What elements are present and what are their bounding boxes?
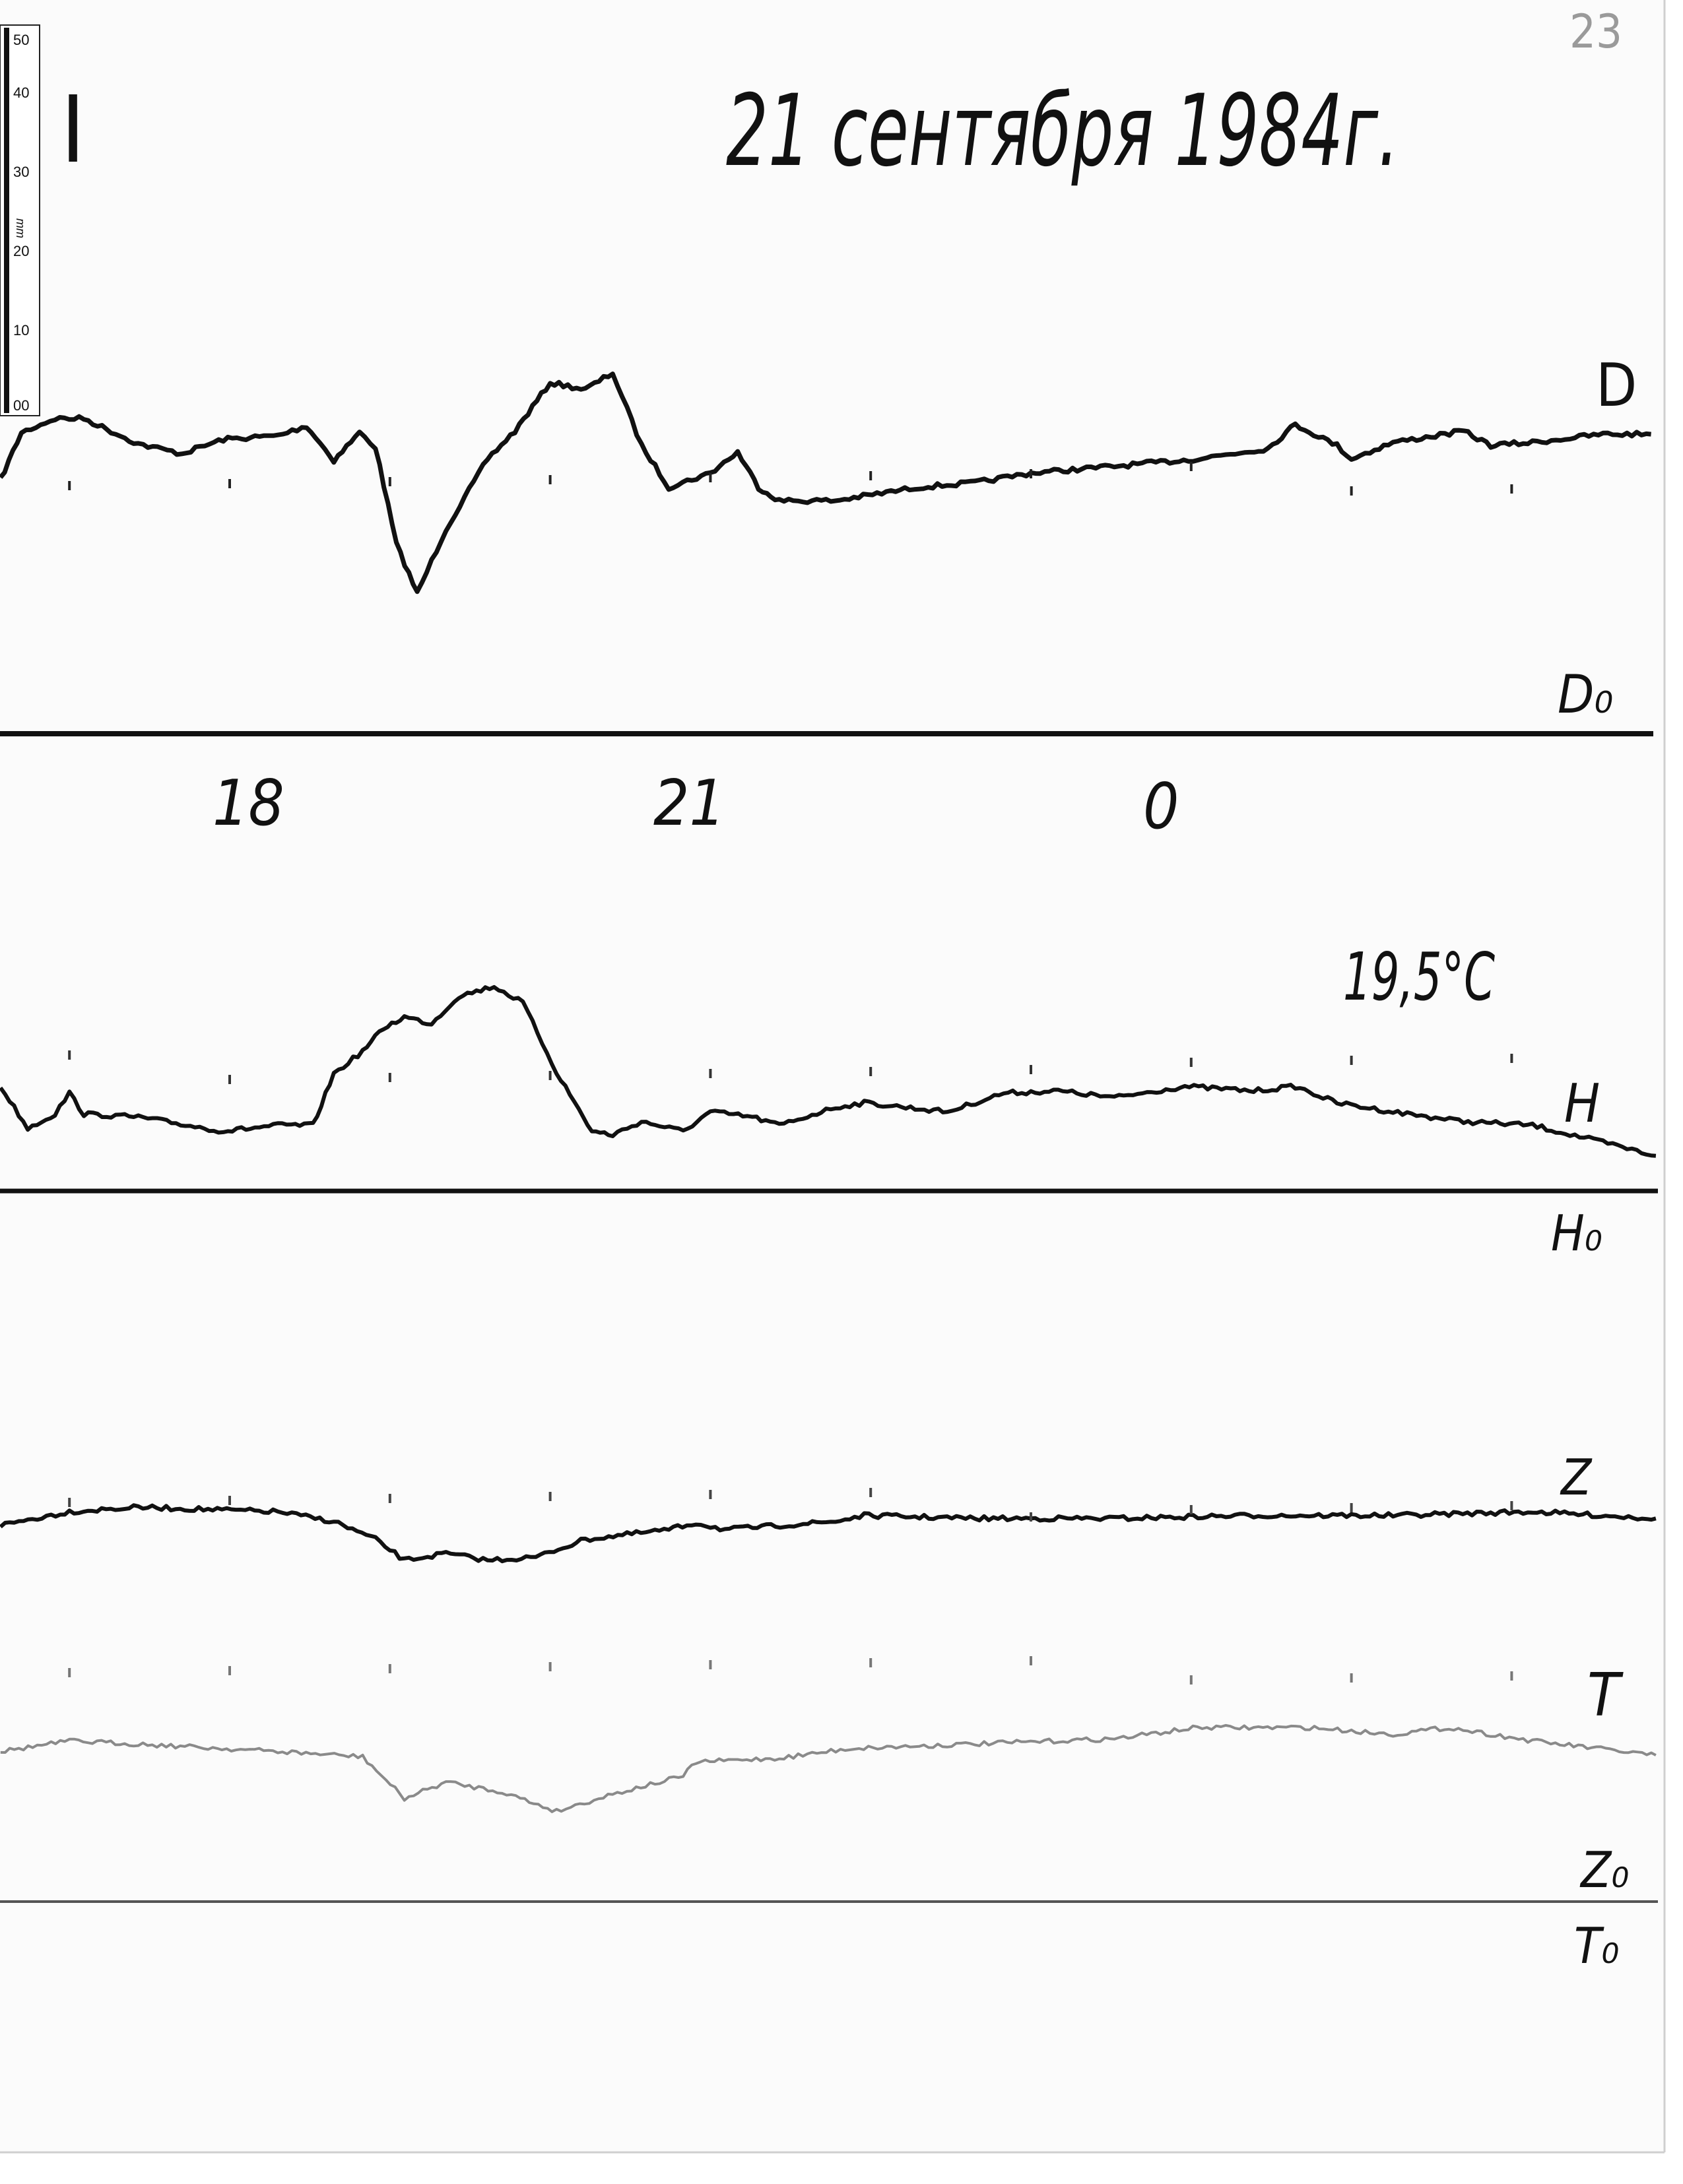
hour-mark — [228, 1666, 231, 1675]
time-label-0: 0 — [1143, 771, 1179, 843]
time-label-18: 18 — [213, 767, 284, 840]
paper — [0, 0, 1665, 2152]
hour-mark — [1189, 1505, 1193, 1514]
hour-mark — [709, 473, 712, 482]
hour-mark — [869, 1067, 873, 1076]
hour-mark — [388, 1494, 391, 1503]
hour-mark — [1030, 1065, 1032, 1074]
page-number: 23 — [1569, 5, 1622, 59]
hour-mark — [68, 1668, 71, 1677]
hour-mark — [1030, 1512, 1032, 1522]
hour-mark — [1350, 486, 1353, 496]
hour-mark — [228, 1075, 231, 1084]
ruler-tick-10: 10 — [13, 322, 29, 338]
trace-H — [0, 984, 1657, 1158]
hour-mark — [388, 477, 391, 486]
ruler-tick-20: 20 — [13, 243, 29, 259]
hour-mark — [1510, 1501, 1513, 1510]
hour-mark — [1189, 462, 1193, 471]
section-mark: I — [61, 77, 85, 184]
hour-mark — [548, 1662, 552, 1671]
ruler-tick-30: 30 — [13, 164, 29, 180]
mm-ruler: 50 40 30 mm 20 10 00 — [0, 24, 40, 416]
hour-mark — [1510, 484, 1513, 494]
hour-mark — [1350, 1673, 1353, 1683]
hour-mark — [68, 1050, 71, 1060]
hour-mark — [869, 1488, 873, 1497]
hour-mark — [228, 1496, 231, 1505]
hour-mark — [1350, 1503, 1353, 1512]
hour-mark — [709, 1069, 712, 1078]
hour-mark — [709, 1490, 712, 1499]
hour-mark — [1030, 1656, 1032, 1665]
hour-mark — [548, 1492, 552, 1501]
hour-marks — [68, 462, 1513, 1685]
temperature-note: 19,5°C — [1343, 938, 1495, 1015]
ruler-unit: mm — [14, 218, 27, 238]
baseline-label-D0: D₀ — [1558, 664, 1613, 725]
hour-mark — [709, 1660, 712, 1669]
hour-mark — [1189, 1675, 1193, 1685]
traces — [0, 371, 1657, 1813]
hour-mark — [228, 479, 231, 488]
hour-mark — [388, 1073, 391, 1082]
hour-mark — [869, 471, 873, 480]
hour-mark — [388, 1664, 391, 1673]
ruler-tick-00: 00 — [13, 397, 29, 414]
baseline-label-H0: H₀ — [1551, 1204, 1602, 1262]
hour-mark — [1510, 1671, 1513, 1681]
hour-mark — [68, 1498, 71, 1507]
baseline-label-T0: T₀ — [1574, 1917, 1619, 1975]
trace-label-H: H — [1564, 1073, 1600, 1134]
trace-label-Z: Z — [1560, 1448, 1593, 1506]
ruler-tick-50: 50 — [13, 32, 29, 48]
trace-label-T: T — [1587, 1661, 1624, 1730]
hour-mark — [1030, 469, 1032, 478]
trace-D — [0, 371, 1651, 594]
page-title: 21 сентября 1984г. — [726, 74, 1399, 189]
hour-mark — [548, 475, 552, 484]
time-label-21: 21 — [653, 767, 725, 840]
hour-mark — [1189, 1058, 1193, 1067]
trace-label-D: D — [1596, 351, 1637, 420]
hour-mark — [548, 1071, 552, 1080]
baseline-label-Z0: Z₀ — [1579, 1841, 1629, 1899]
ruler-tick-40: 40 — [13, 84, 29, 101]
hour-mark — [1350, 1056, 1353, 1065]
hour-mark — [869, 1658, 873, 1667]
hour-mark — [68, 481, 71, 490]
hour-mark — [1510, 1054, 1513, 1063]
trace-T — [0, 1723, 1657, 1813]
trace-Z — [0, 1503, 1657, 1564]
